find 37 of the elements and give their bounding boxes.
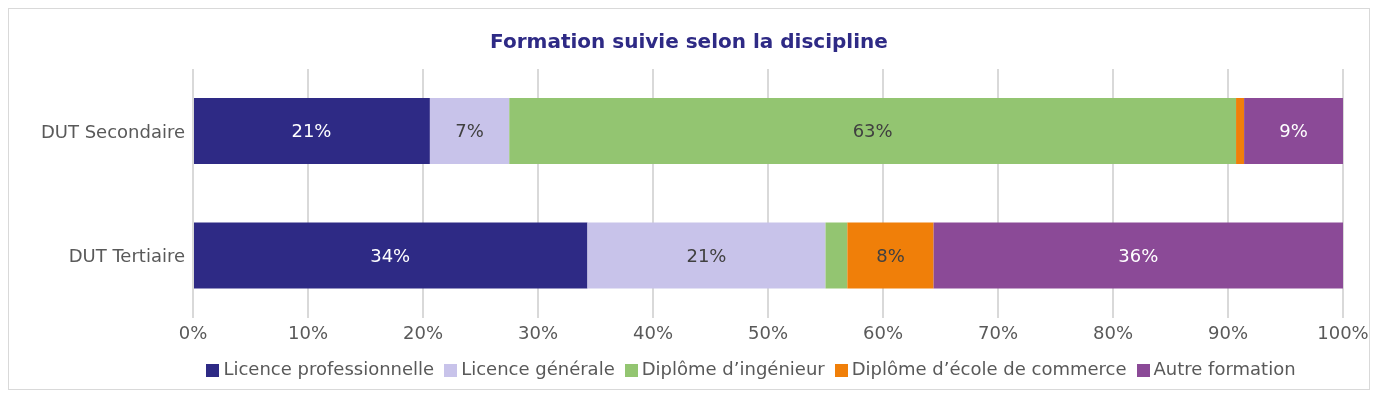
chart-title: Formation suivie selon la discipline — [489, 28, 889, 55]
legend-label: Licence professionnelle — [223, 358, 435, 379]
bar — [825, 222, 848, 289]
x-tick-label: 80% — [1092, 321, 1134, 343]
bar — [509, 98, 1237, 164]
x-tick-label: 30% — [517, 321, 559, 343]
x-tick-label: 70% — [977, 321, 1019, 343]
x-tick-label: 10% — [287, 321, 329, 343]
data-label: 36% — [1118, 244, 1159, 266]
bar — [1244, 98, 1343, 164]
x-tick-label: 20% — [402, 321, 444, 343]
data-label: 9% — [1279, 120, 1308, 142]
legend-label: Licence générale — [461, 358, 615, 379]
x-tick-label: 60% — [862, 321, 904, 343]
data-label: 21% — [291, 120, 332, 142]
bar — [1236, 98, 1245, 164]
bar — [193, 98, 430, 164]
y-tick-label: DUT Tertiaire — [68, 245, 185, 267]
bar — [429, 98, 510, 164]
x-tick-label: 100% — [1317, 321, 1369, 343]
data-label: 21% — [686, 244, 727, 266]
legend-label: Diplôme d’école de commerce — [851, 358, 1127, 379]
bar — [193, 222, 588, 289]
legend-label: Autre formation — [1153, 358, 1296, 379]
x-tick-label: 90% — [1207, 321, 1249, 343]
data-label: 8% — [876, 244, 905, 266]
y-tick-label: DUT Secondaire — [40, 120, 185, 142]
data-label: 7% — [455, 120, 484, 142]
data-label: 63% — [852, 120, 893, 142]
bar — [587, 222, 826, 289]
legend-label: Diplôme d’ingénieur — [641, 358, 825, 379]
data-label: 34% — [370, 244, 411, 266]
bar — [933, 222, 1343, 289]
x-tick-label: 50% — [747, 321, 789, 343]
bar — [847, 222, 934, 289]
x-tick-label: 0% — [178, 321, 208, 343]
x-tick-label: 40% — [632, 321, 674, 343]
